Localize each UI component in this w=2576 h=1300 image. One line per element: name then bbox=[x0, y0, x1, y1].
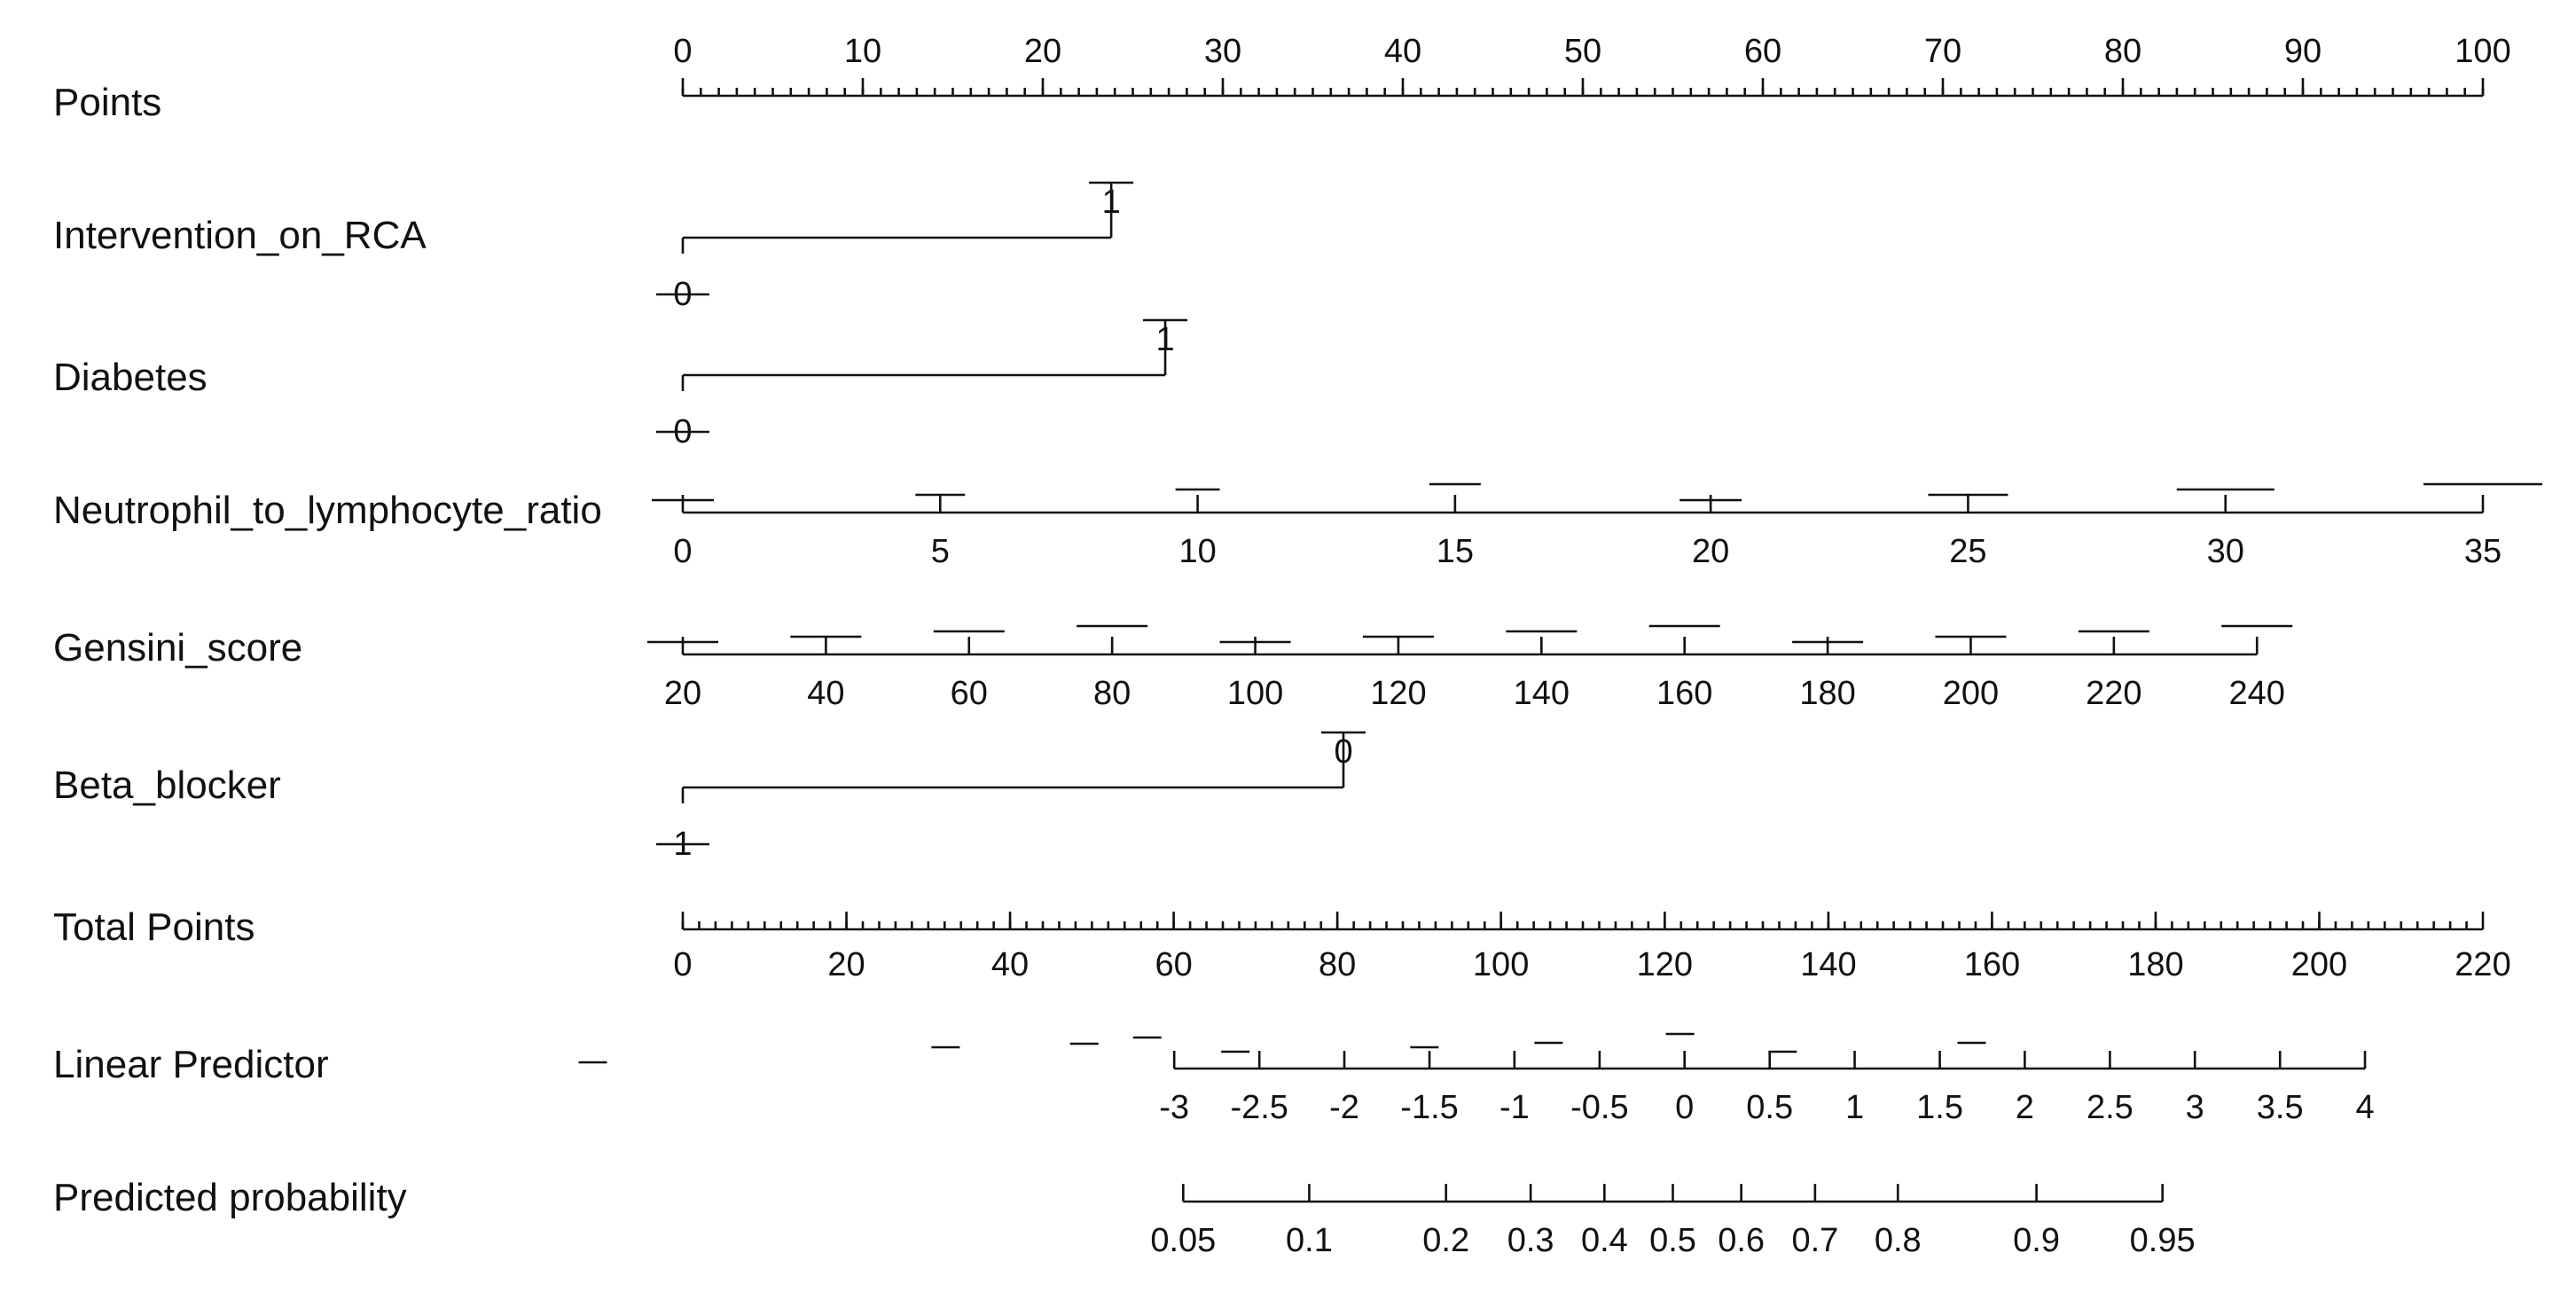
intervention-on-rca-level-label-1: 1 bbox=[1102, 184, 1121, 221]
points-tick-label: 50 bbox=[1564, 33, 1601, 70]
row-label-beta-blocker: Beta_blocker bbox=[53, 764, 281, 807]
points-tick-label: 0 bbox=[673, 33, 692, 70]
points-tick-label: 100 bbox=[2455, 33, 2510, 70]
neutrophil-to-lymphocyte-ratio-tick-label: 10 bbox=[1178, 533, 1216, 570]
gensini-score-tick-label: 120 bbox=[1370, 675, 1426, 712]
gensini-score-tick-label: 80 bbox=[1093, 675, 1131, 712]
gensini-score-tick-label: 200 bbox=[1943, 675, 1999, 712]
beta-blocker-level-label-0: 0 bbox=[1334, 733, 1352, 771]
neutrophil-to-lymphocyte-ratio-tick-label: 30 bbox=[2207, 533, 2244, 570]
gensini-score-tick-label: 40 bbox=[807, 675, 844, 712]
linear-predictor-tick-label: -0.5 bbox=[1570, 1089, 1628, 1126]
neutrophil-to-lymphocyte-ratio-tick-label: 20 bbox=[1692, 533, 1729, 570]
linear-predictor-tick-label: -1.5 bbox=[1400, 1089, 1458, 1126]
linear-predictor-tick-label: 1.5 bbox=[1916, 1089, 1963, 1126]
gensini-score-tick-label: 140 bbox=[1514, 675, 1570, 712]
predicted-probability-tick-label: 0.95 bbox=[2130, 1222, 2196, 1259]
gensini-score-tick-label: 100 bbox=[1227, 675, 1283, 712]
row-labels: Points Intervention_on_RCA Diabetes Neut… bbox=[53, 81, 602, 1219]
row-label-neutrophil-to-lymphocyte-ratio: Neutrophil_to_lymphocyte_ratio bbox=[53, 489, 602, 532]
neutrophil-to-lymphocyte-ratio-tick-label: 15 bbox=[1437, 533, 1474, 570]
linear-predictor-tick-label: -2.5 bbox=[1230, 1089, 1288, 1126]
row-label-intervention-on-rca: Intervention_on_RCA bbox=[53, 214, 427, 257]
points-tick-label: 40 bbox=[1384, 33, 1421, 70]
predicted-probability-tick-label: 0.9 bbox=[2013, 1222, 2060, 1259]
total-points-tick-label: 20 bbox=[827, 946, 865, 983]
predicted-probability-tick-label: 0.2 bbox=[1422, 1222, 1469, 1259]
row-label-points: Points bbox=[53, 81, 161, 124]
total-points-tick-label: 100 bbox=[1473, 946, 1529, 983]
row-label-gensini-score: Gensini_score bbox=[53, 626, 302, 670]
row-label-linear-predictor: Linear Predictor bbox=[53, 1043, 329, 1086]
intervention-on-rca-level-label-0: 0 bbox=[673, 276, 692, 313]
points-tick-label: 60 bbox=[1744, 33, 1781, 70]
linear-predictor-tick-label: 3 bbox=[2186, 1089, 2204, 1126]
predicted-probability-tick-label: 0.1 bbox=[1286, 1222, 1333, 1259]
gensini-score-tick-label: 180 bbox=[1799, 675, 1855, 712]
points-tick-label: 80 bbox=[2104, 33, 2141, 70]
gensini-score-tick-label: 60 bbox=[951, 675, 988, 712]
total-points-tick-label: 220 bbox=[2455, 946, 2510, 983]
total-points-tick-label: 40 bbox=[991, 946, 1029, 983]
points-tick-label: 90 bbox=[2284, 33, 2322, 70]
linear-predictor-tick-label: -2 bbox=[1329, 1089, 1359, 1126]
total-points-tick-label: 200 bbox=[2291, 946, 2347, 983]
points-tick-label: 10 bbox=[844, 33, 881, 70]
points-tick-label: 30 bbox=[1204, 33, 1241, 70]
total-points-tick-label: 0 bbox=[673, 946, 692, 983]
neutrophil-to-lymphocyte-ratio-tick-label: 5 bbox=[931, 533, 950, 570]
linear-predictor-tick-label: 2.5 bbox=[2087, 1089, 2134, 1126]
neutrophil-to-lymphocyte-ratio-tick-label: 35 bbox=[2464, 533, 2502, 570]
gensini-score-tick-label: 220 bbox=[2086, 675, 2141, 712]
total-points-tick-label: 160 bbox=[1964, 946, 2020, 983]
points-tick-label: 20 bbox=[1024, 33, 1061, 70]
linear-predictor-tick-label: 1 bbox=[1845, 1089, 1864, 1126]
row-label-diabetes: Diabetes bbox=[53, 356, 207, 399]
predicted-probability-tick-label: 0.3 bbox=[1507, 1222, 1554, 1259]
row-label-predicted-probability: Predicted probability bbox=[53, 1176, 407, 1219]
linear-predictor-tick-label: 0 bbox=[1675, 1089, 1694, 1126]
linear-predictor-tick-label: -3 bbox=[1159, 1089, 1189, 1126]
predicted-probability-tick-label: 0.6 bbox=[1718, 1222, 1765, 1259]
neutrophil-to-lymphocyte-ratio-tick-label: 0 bbox=[673, 533, 692, 570]
beta-blocker-level-label-1: 1 bbox=[673, 826, 692, 863]
total-points-tick-label: 140 bbox=[1800, 946, 1856, 983]
predicted-probability-tick-label: 0.05 bbox=[1150, 1222, 1216, 1259]
linear-predictor-tick-label: 4 bbox=[2355, 1089, 2374, 1126]
linear-predictor-tick-label: 2 bbox=[2016, 1089, 2034, 1126]
neutrophil-to-lymphocyte-ratio-tick-label: 25 bbox=[1949, 533, 1986, 570]
predicted-probability-tick-label: 0.8 bbox=[1875, 1222, 1922, 1259]
gensini-score-tick-label: 20 bbox=[664, 675, 701, 712]
total-points-tick-label: 120 bbox=[1637, 946, 1693, 983]
linear-predictor-tick-label: 0.5 bbox=[1746, 1089, 1793, 1126]
diabetes-level-label-0: 0 bbox=[673, 413, 692, 450]
predicted-probability-tick-label: 0.4 bbox=[1581, 1222, 1628, 1259]
predicted-probability-tick-label: 0.7 bbox=[1791, 1222, 1838, 1259]
total-points-tick-label: 180 bbox=[2127, 946, 2183, 983]
total-points-tick-label: 60 bbox=[1155, 946, 1192, 983]
row-label-total-points: Total Points bbox=[53, 905, 254, 949]
predicted-probability-tick-label: 0.5 bbox=[1649, 1222, 1696, 1259]
diabetes-level-label-1: 1 bbox=[1155, 321, 1174, 358]
points-tick-label: 70 bbox=[1924, 33, 1961, 70]
gensini-score-tick-label: 160 bbox=[1656, 675, 1712, 712]
linear-predictor-tick-label: -1 bbox=[1499, 1089, 1530, 1126]
total-points-tick-label: 80 bbox=[1319, 946, 1356, 983]
linear-predictor-tick-label: 3.5 bbox=[2257, 1089, 2304, 1126]
gensini-score-tick-label: 240 bbox=[2229, 675, 2285, 712]
